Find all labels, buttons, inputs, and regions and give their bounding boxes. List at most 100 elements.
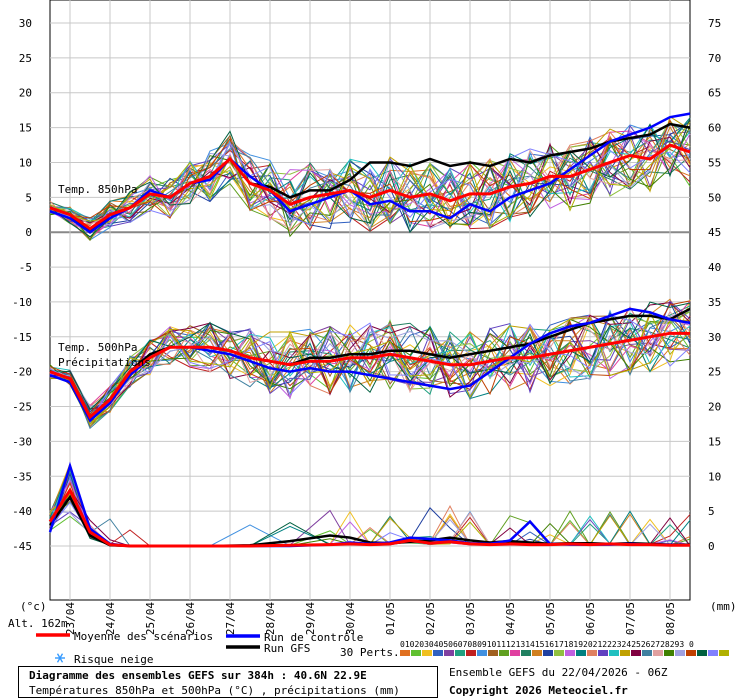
left-tick-label: -30 — [12, 435, 32, 448]
ensemble-info: Ensemble GEFS du 22/04/2026 - 06Z — [449, 666, 668, 679]
annotation-t500: Temp. 500hPa — [58, 341, 137, 354]
perturbation-swatch — [686, 650, 696, 656]
series-line-precip-moyenne-des-sc-narios — [48, 487, 690, 548]
perturbation-swatch — [444, 650, 454, 656]
left-unit: (°c) — [20, 600, 47, 613]
perturbation-swatch — [499, 650, 509, 656]
x-tick-label: 06/05 — [584, 602, 597, 635]
right-tick-label: 70 — [708, 52, 721, 65]
series-line-t850-moyenne-des-sc-narios — [49, 143, 691, 231]
perturbation-line — [49, 126, 691, 241]
perturbation-line — [49, 141, 691, 232]
annotation-t850: Temp. 850hPa — [58, 183, 137, 196]
left-axis-ticks: 30 25 20 15 10 5 0 -5 -10 -15 -20 -25 -30 -35 -40 -45 — [12, 17, 32, 553]
perturbation-swatch — [609, 650, 619, 656]
perturbation-line — [49, 131, 691, 232]
perturbation-swatch — [664, 650, 674, 656]
perturbation-swatch — [466, 650, 476, 656]
left-tick-label: 5 — [25, 191, 32, 204]
perturbation-swatch — [422, 650, 432, 656]
perturbation-swatch — [554, 650, 564, 656]
right-tick-label: 45 — [708, 226, 721, 239]
right-tick-label: 5 — [708, 505, 715, 518]
perturbation-swatches — [400, 650, 729, 656]
x-tick-label: 03/05 — [464, 602, 477, 635]
perturbation-line — [49, 301, 691, 411]
perturbation-swatch — [620, 650, 630, 656]
snowflake-icon — [55, 653, 65, 663]
perturbation-swatch — [642, 650, 652, 656]
perturbation-line — [49, 119, 691, 223]
x-tick-label: 07/05 — [624, 602, 637, 635]
right-tick-label: 40 — [708, 261, 721, 274]
right-tick-label: 35 — [708, 296, 721, 309]
left-tick-label: 25 — [19, 52, 32, 65]
perturbation-line — [49, 123, 691, 219]
perturbation-swatch — [433, 650, 443, 656]
perts-label: 30 Perts. — [340, 646, 400, 659]
perturbation-swatch — [521, 650, 531, 656]
legend-control-label: Run de contrôle — [264, 631, 363, 644]
x-axis-ticks: 23/04 24/04 25/04 26/04 27/04 28/04 29/04 30/04… — [64, 602, 677, 635]
perturbation-swatch — [587, 650, 597, 656]
perturbation-swatch — [719, 650, 729, 656]
left-tick-label: -15 — [12, 331, 32, 344]
perturbation-line — [49, 130, 691, 233]
perturbation-line — [49, 141, 691, 234]
left-tick-label: 15 — [19, 122, 32, 135]
series-line-t850-run-de-contr-le — [49, 112, 691, 234]
left-tick-label: -45 — [12, 540, 32, 553]
perturbation-line — [49, 300, 691, 416]
perturbation-swatch — [631, 650, 641, 656]
perturbation-swatch — [477, 650, 487, 656]
legend-gfs-label: Run GFS — [264, 642, 310, 655]
right-tick-label: 65 — [708, 87, 721, 100]
x-tick-label: 05/05 — [544, 602, 557, 635]
x-tick-label: 29/04 — [304, 602, 317, 635]
right-tick-label: 30 — [708, 331, 721, 344]
left-tick-label: -5 — [19, 261, 32, 274]
perturbation-swatch — [488, 650, 498, 656]
x-tick-label: 25/04 — [144, 602, 157, 635]
perturbation-swatch — [708, 650, 718, 656]
right-tick-label: 20 — [708, 401, 721, 414]
perturbation-swatch — [411, 650, 421, 656]
x-tick-label: 30/04 — [344, 602, 357, 635]
right-tick-label: 50 — [708, 191, 721, 204]
left-tick-label: 0 — [25, 226, 32, 239]
series-line-t500-moyenne-des-sc-narios — [49, 331, 690, 420]
right-tick-label: 55 — [708, 156, 721, 169]
left-tick-label: 10 — [19, 156, 32, 169]
perturbation-line — [49, 155, 691, 232]
x-tick-label: 28/04 — [264, 602, 277, 635]
perturbation-swatch — [598, 650, 608, 656]
perturbation-swatch — [653, 650, 663, 656]
x-tick-label: 02/05 — [424, 602, 437, 635]
perturbation-swatch — [400, 650, 410, 656]
left-tick-label: 30 — [19, 17, 32, 30]
x-tick-label: 01/05 — [384, 602, 397, 635]
perturbation-swatch — [455, 650, 465, 656]
x-tick-label: 27/04 — [224, 602, 237, 635]
right-tick-label: 0 — [708, 540, 715, 553]
perturbation-swatch — [543, 650, 553, 656]
footer-title: Diagramme des ensembles GEFS sur 384h : … — [29, 669, 367, 682]
x-tick-label: 23/04 — [64, 602, 77, 635]
pert-numbers: 0102030405060708091011121314151617181920… — [400, 640, 694, 649]
right-tick-label: 60 — [708, 122, 721, 135]
legend-mean-label: Moyenne des scénarios — [74, 630, 213, 643]
perturbation-line — [49, 310, 691, 407]
altitude-label: Alt. 162m — [8, 617, 68, 630]
perturbation-swatch — [697, 650, 707, 656]
left-tick-label: -25 — [12, 401, 32, 414]
legend-snow-label: Risque neige — [74, 653, 153, 666]
right-tick-label: 25 — [708, 366, 721, 379]
x-tick-label: 04/05 — [504, 602, 517, 635]
right-tick-label: 10 — [708, 470, 721, 483]
footer-box: Diagramme des ensembles GEFS sur 384h : … — [18, 666, 438, 698]
perturbation-swatch — [510, 650, 520, 656]
perturbation-line — [49, 117, 691, 238]
x-tick-label: 24/04 — [104, 602, 117, 635]
left-tick-label: 20 — [19, 87, 32, 100]
